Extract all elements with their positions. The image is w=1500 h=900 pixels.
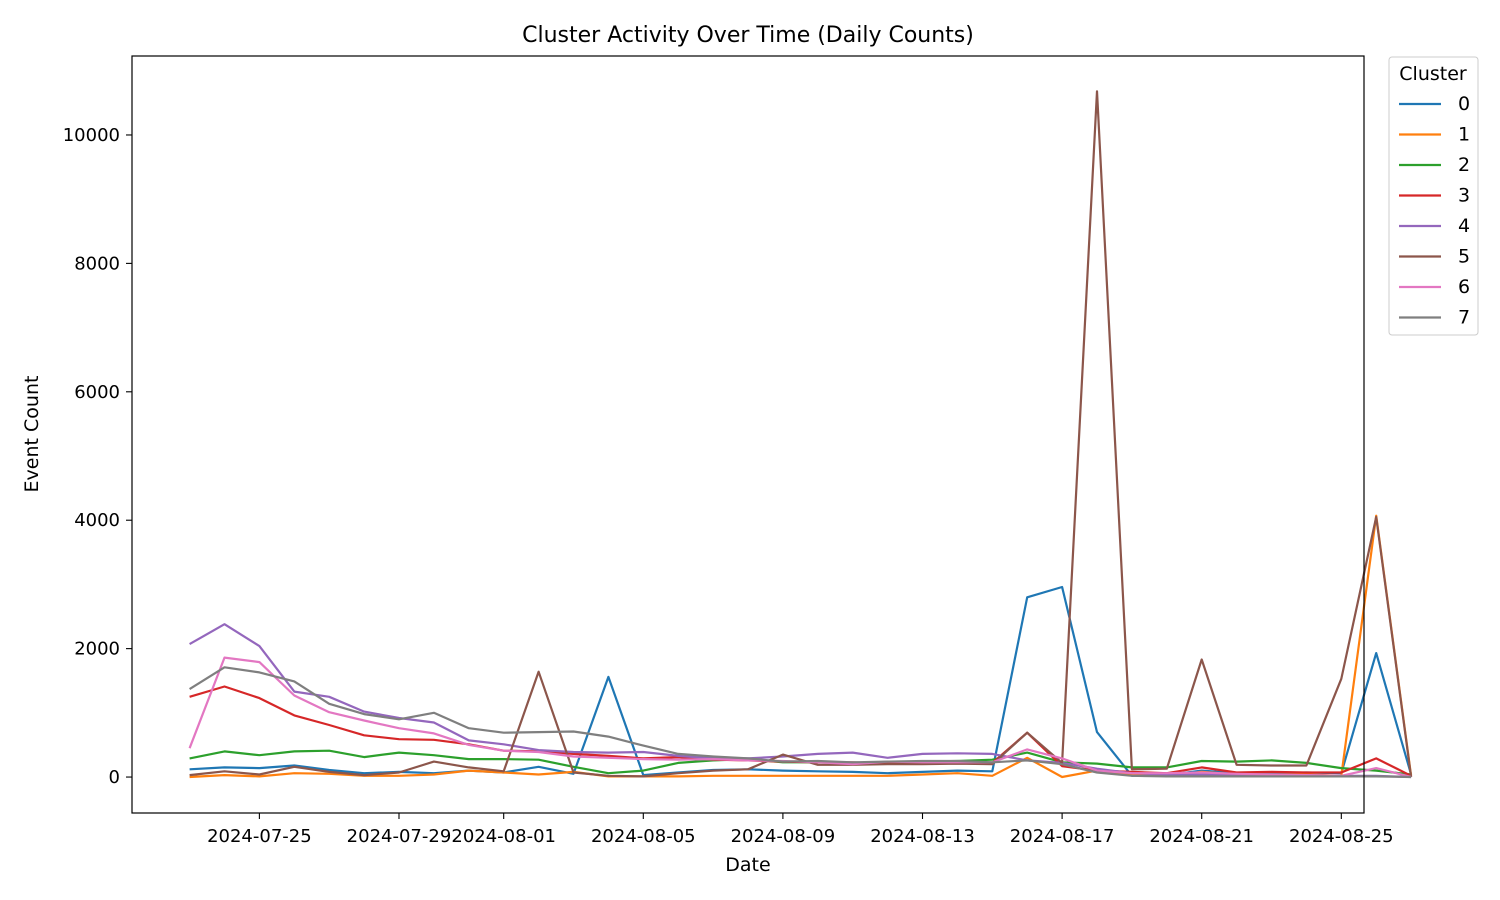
legend-label: 1 <box>1458 124 1470 146</box>
legend-label: 4 <box>1458 215 1470 237</box>
series-line-7 <box>189 666 1412 779</box>
x-tick-label: 2024-08-09 <box>731 826 836 847</box>
y-tick-label: 4000 <box>74 510 120 531</box>
legend-item-2: 2 <box>1399 154 1470 176</box>
y-axis-label: Event Count <box>21 376 43 493</box>
x-axis-ticks: 2024-07-25 2024-07-29 2024-08-01 2024-08-05… <box>207 813 1394 847</box>
x-tick-label: 2024-08-17 <box>1010 826 1115 847</box>
legend-label: 0 <box>1458 93 1470 115</box>
legend-title: Cluster <box>1399 63 1467 85</box>
x-tick-label: 2024-07-29 <box>347 826 452 847</box>
x-axis-label: Date <box>725 854 770 876</box>
legend-label: 6 <box>1458 276 1470 298</box>
x-tick-label: 2024-08-13 <box>870 826 975 847</box>
x-tick-label: 2024-07-25 <box>207 826 312 847</box>
legend-item-5: 5 <box>1399 246 1470 268</box>
y-tick-label: 6000 <box>74 382 120 403</box>
legend-label: 5 <box>1458 246 1470 268</box>
legend-item-1: 1 <box>1399 124 1470 146</box>
y-tick-label: 10000 <box>63 125 120 146</box>
x-tick-label: 2024-08-05 <box>591 826 696 847</box>
legend-item-0: 0 <box>1399 93 1470 115</box>
series-line-5 <box>189 90 1413 778</box>
legend-label: 3 <box>1458 185 1470 207</box>
legend-item-3: 3 <box>1399 185 1470 207</box>
legend-item-7: 7 <box>1399 307 1470 329</box>
y-tick-label: 8000 <box>74 253 120 274</box>
series-line-4 <box>189 623 1412 779</box>
legend-item-4: 4 <box>1399 215 1470 237</box>
plot-frame <box>131 55 1365 814</box>
legend: Cluster 0 1 2 3 4 5 6 7 <box>1388 56 1479 336</box>
series-lines <box>188 90 1413 779</box>
y-axis-ticks: 0 2000 4000 6000 8000 10000 <box>63 125 132 788</box>
x-tick-label: 2024-08-25 <box>1289 826 1394 847</box>
legend-items: 0 1 2 3 4 5 6 7 <box>1399 93 1470 329</box>
legend-label: 2 <box>1458 154 1470 176</box>
legend-label: 7 <box>1458 307 1470 329</box>
y-tick-label: 0 <box>109 767 120 788</box>
legend-item-6: 6 <box>1399 276 1470 298</box>
y-tick-label: 2000 <box>74 639 120 660</box>
x-tick-label: 2024-08-21 <box>1149 826 1254 847</box>
chart-title: Cluster Activity Over Time (Daily Counts… <box>522 23 974 48</box>
x-tick-label: 2024-08-01 <box>451 826 556 847</box>
